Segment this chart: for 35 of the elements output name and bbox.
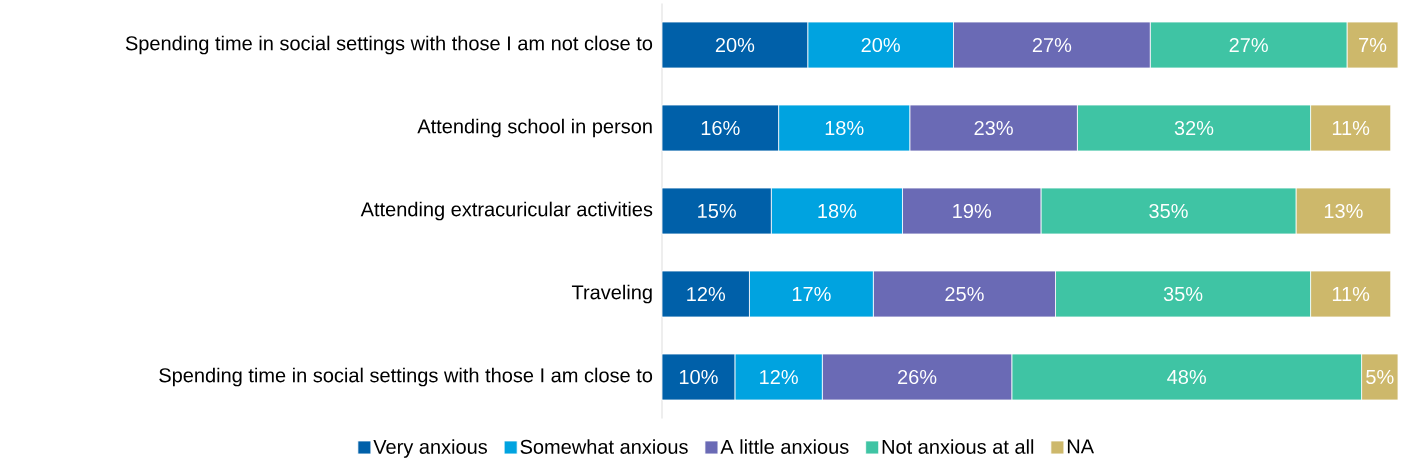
data-label: 13% xyxy=(1324,203,1363,219)
data-label: 20% xyxy=(715,37,755,53)
y-tick-label: Attending school in person xyxy=(417,118,652,138)
data-label: 19% xyxy=(953,203,992,219)
y-tick-label: Spending time in social settings with those I am not close to xyxy=(125,35,653,55)
data-label: 32% xyxy=(1174,120,1214,136)
data-label: 12% xyxy=(760,369,798,385)
legend-label: Somewhat anxious xyxy=(520,439,688,454)
data-label: 48% xyxy=(1167,369,1206,385)
legend-label: Not anxious at all xyxy=(882,439,1034,454)
data-label: 16% xyxy=(701,120,740,136)
data-label: 17% xyxy=(792,287,831,302)
data-label: 5% xyxy=(1366,369,1394,385)
data-label: 11% xyxy=(1332,287,1370,302)
data-label: 15% xyxy=(698,203,736,219)
data-label: 10% xyxy=(679,369,718,385)
data-label: 7% xyxy=(1359,38,1387,53)
data-label: 23% xyxy=(974,120,1013,136)
legend-label: A little anxious xyxy=(720,439,849,454)
data-label: 11% xyxy=(1332,121,1370,136)
data-label: 27% xyxy=(1229,37,1268,53)
y-tick-label: Spending time in social settings with those I am close to xyxy=(159,367,653,387)
data-label: 35% xyxy=(1163,286,1203,302)
data-label: 26% xyxy=(898,369,937,385)
legend-label: Very anxious xyxy=(373,439,488,458)
data-label: 27% xyxy=(1032,37,1072,53)
y-tick-label: Attending extracuricular activities xyxy=(360,201,653,221)
legend-label: NA xyxy=(1067,439,1095,454)
data-label: 35% xyxy=(1149,203,1188,219)
y-tick-label: Traveling xyxy=(571,284,652,304)
data-label: 25% xyxy=(945,286,984,302)
data-label: 12% xyxy=(687,286,726,302)
data-label: 20% xyxy=(861,37,900,53)
data-label: 18% xyxy=(818,203,857,219)
data-label: 18% xyxy=(825,120,864,136)
